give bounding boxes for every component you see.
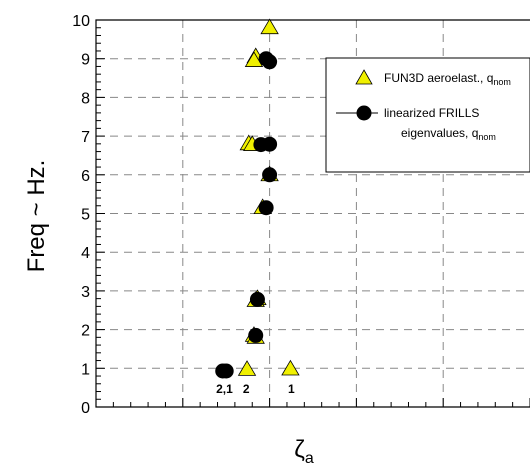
y-tick-label: 8: [81, 90, 90, 107]
y-tick-label: 0: [81, 400, 90, 417]
data-point-circle: [218, 363, 234, 379]
x-axis-label: ζa: [294, 436, 314, 466]
y-tick-label: 10: [72, 13, 90, 30]
data-point-circle: [248, 327, 264, 343]
data-point-triangle: [260, 18, 279, 35]
data-point-circle: [249, 291, 265, 307]
grid: [96, 20, 530, 407]
legend-label-fun3d: FUN3D aeroelast., qnom: [384, 71, 511, 87]
point-annotation: 2,1: [216, 382, 233, 396]
point-annotation: 2: [243, 382, 250, 396]
y-axis-label: Freq ~ Hz.: [23, 160, 50, 273]
x-axis: [95, 398, 530, 407]
data-points: [215, 18, 300, 379]
y-tick-label: 1: [81, 361, 90, 378]
data-point-circle: [262, 136, 278, 152]
data-point-circle: [258, 200, 274, 216]
data-point-circle: [262, 54, 278, 70]
y-tick-label: 7: [81, 129, 90, 146]
legend-label-frills-2: eigenvalues, qnom: [401, 126, 496, 142]
y-axis: 0 1 2 3 4 5 6 7 8 9 10: [72, 13, 105, 417]
legend-marker-triangle: [355, 69, 373, 85]
data-point-triangle: [281, 359, 300, 376]
y-tick-label: 6: [81, 168, 90, 185]
legend-label-frills-1: linearized FRILLS: [384, 106, 479, 120]
legend-marker-circle: [356, 105, 372, 121]
x-axis-label-sub: a: [305, 450, 314, 466]
point-annotation: 1: [288, 382, 295, 396]
y-tick-label: 9: [81, 52, 90, 69]
x-axis-label-main: ζ: [294, 436, 305, 463]
data-point-triangle: [244, 51, 264, 67]
y-tick-label: 2: [81, 323, 90, 340]
data-point-circle: [262, 167, 278, 183]
annotations: 2,1 2 1: [216, 382, 295, 396]
y-tick-label: 5: [81, 207, 90, 224]
data-point-triangle: [237, 360, 257, 376]
y-tick-label: 4: [81, 245, 90, 262]
legend: FUN3D aeroelast., qnom linearized FRILLS…: [325, 57, 530, 173]
y-tick-label: 3: [81, 284, 90, 301]
